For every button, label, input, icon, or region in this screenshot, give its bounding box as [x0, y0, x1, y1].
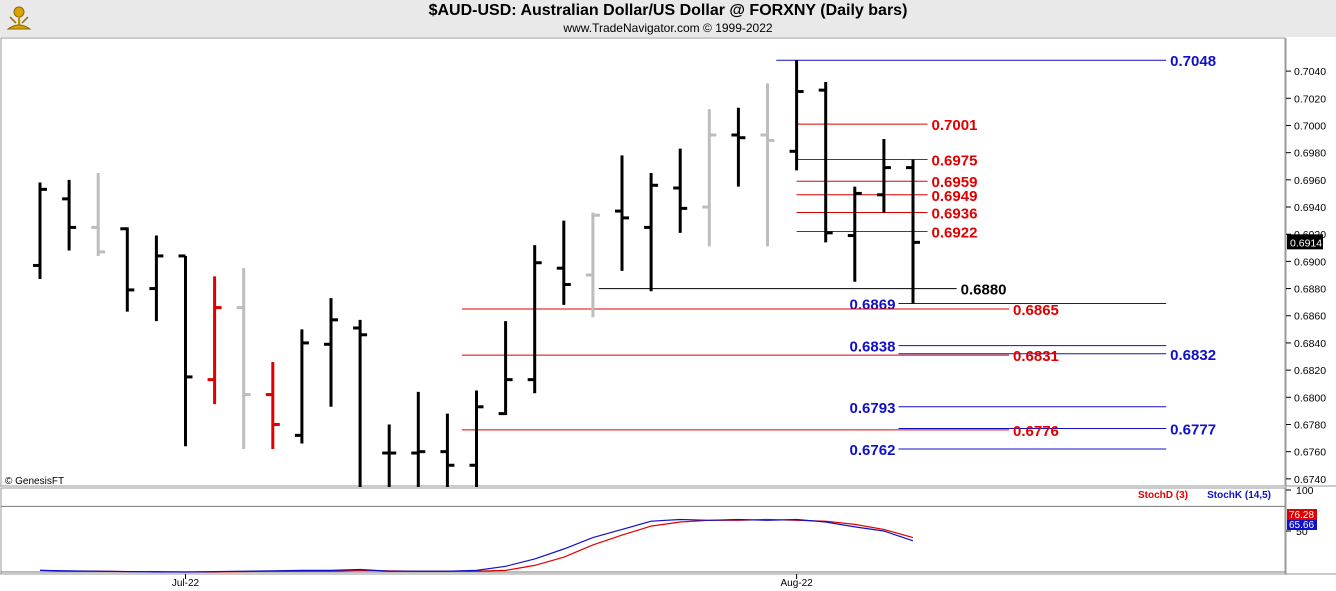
copyright-label: © GenesisFT [5, 476, 64, 487]
y-tick-label: 0.6740 [1294, 474, 1326, 486]
y-tick-label: 0.7020 [1294, 93, 1326, 105]
level-label: 0.6793 [850, 400, 896, 417]
level-label: 0.6832 [1170, 347, 1216, 364]
stochk-readout-box [1287, 520, 1317, 530]
level-label: 0.6959 [932, 174, 978, 191]
y-tick-label: 0.7040 [1294, 66, 1326, 78]
level-label: 0.6865 [1013, 302, 1059, 319]
chart-title: $AUD-USD: Australian Dollar/US Dollar @ … [428, 2, 908, 19]
y-tick-label: 0.6960 [1294, 175, 1326, 187]
last-price-box [1287, 234, 1323, 250]
level-label: 0.6880 [961, 282, 1007, 299]
y-tick-label: 0.6980 [1294, 148, 1326, 160]
last-price-label: 0.6914 [1290, 237, 1322, 249]
level-label: 0.6869 [850, 297, 896, 314]
level-label: 0.6777 [1170, 422, 1216, 439]
level-label: 0.6838 [850, 339, 896, 356]
y-tick-label: 0.6840 [1294, 338, 1326, 350]
stochk-line [39, 518, 914, 573]
y-tick-label: 0.6760 [1294, 447, 1326, 459]
logo-icon [6, 6, 32, 30]
level-label: 0.6975 [932, 152, 978, 169]
level-label: 0.6949 [932, 188, 978, 205]
y-tick-label: 0.6780 [1294, 419, 1326, 431]
level-label: 0.6762 [850, 442, 896, 459]
level-label: 0.6776 [1013, 423, 1059, 440]
stoch-y-label: 50 [1296, 526, 1308, 538]
stoch-y-label: 100 [1296, 485, 1314, 497]
y-tick-label: 0.6820 [1294, 365, 1326, 377]
stochd-legend: StochD (3) [1138, 490, 1188, 501]
level-label: 0.6936 [932, 205, 978, 222]
chart-subtitle: www.TradeNavigator.com © 1999-2022 [563, 21, 773, 35]
stochk-legend: StochK (14,5) [1207, 490, 1271, 501]
chart-header [0, 0, 1336, 37]
level-label: 0.6922 [932, 224, 978, 241]
y-tick-label: 0.6940 [1294, 202, 1326, 214]
x-tick-label: Aug-22 [780, 578, 813, 589]
x-tick-label: Jul-22 [172, 578, 200, 589]
level-label: 0.7048 [1170, 53, 1216, 70]
stochd-readout-box [1287, 509, 1317, 520]
stochk-readout: 65.66 [1289, 520, 1314, 531]
y-tick-label: 0.6880 [1294, 284, 1326, 296]
y-tick-label: 0.7000 [1294, 120, 1326, 132]
y-tick-label: 0.6860 [1294, 311, 1326, 323]
level-label: 0.6831 [1013, 348, 1059, 365]
y-tick-label: 0.6800 [1294, 392, 1326, 404]
stochd-readout: 76.28 [1289, 510, 1314, 521]
level-label: 0.7001 [932, 117, 978, 134]
y-tick-label: 0.6900 [1294, 256, 1326, 268]
